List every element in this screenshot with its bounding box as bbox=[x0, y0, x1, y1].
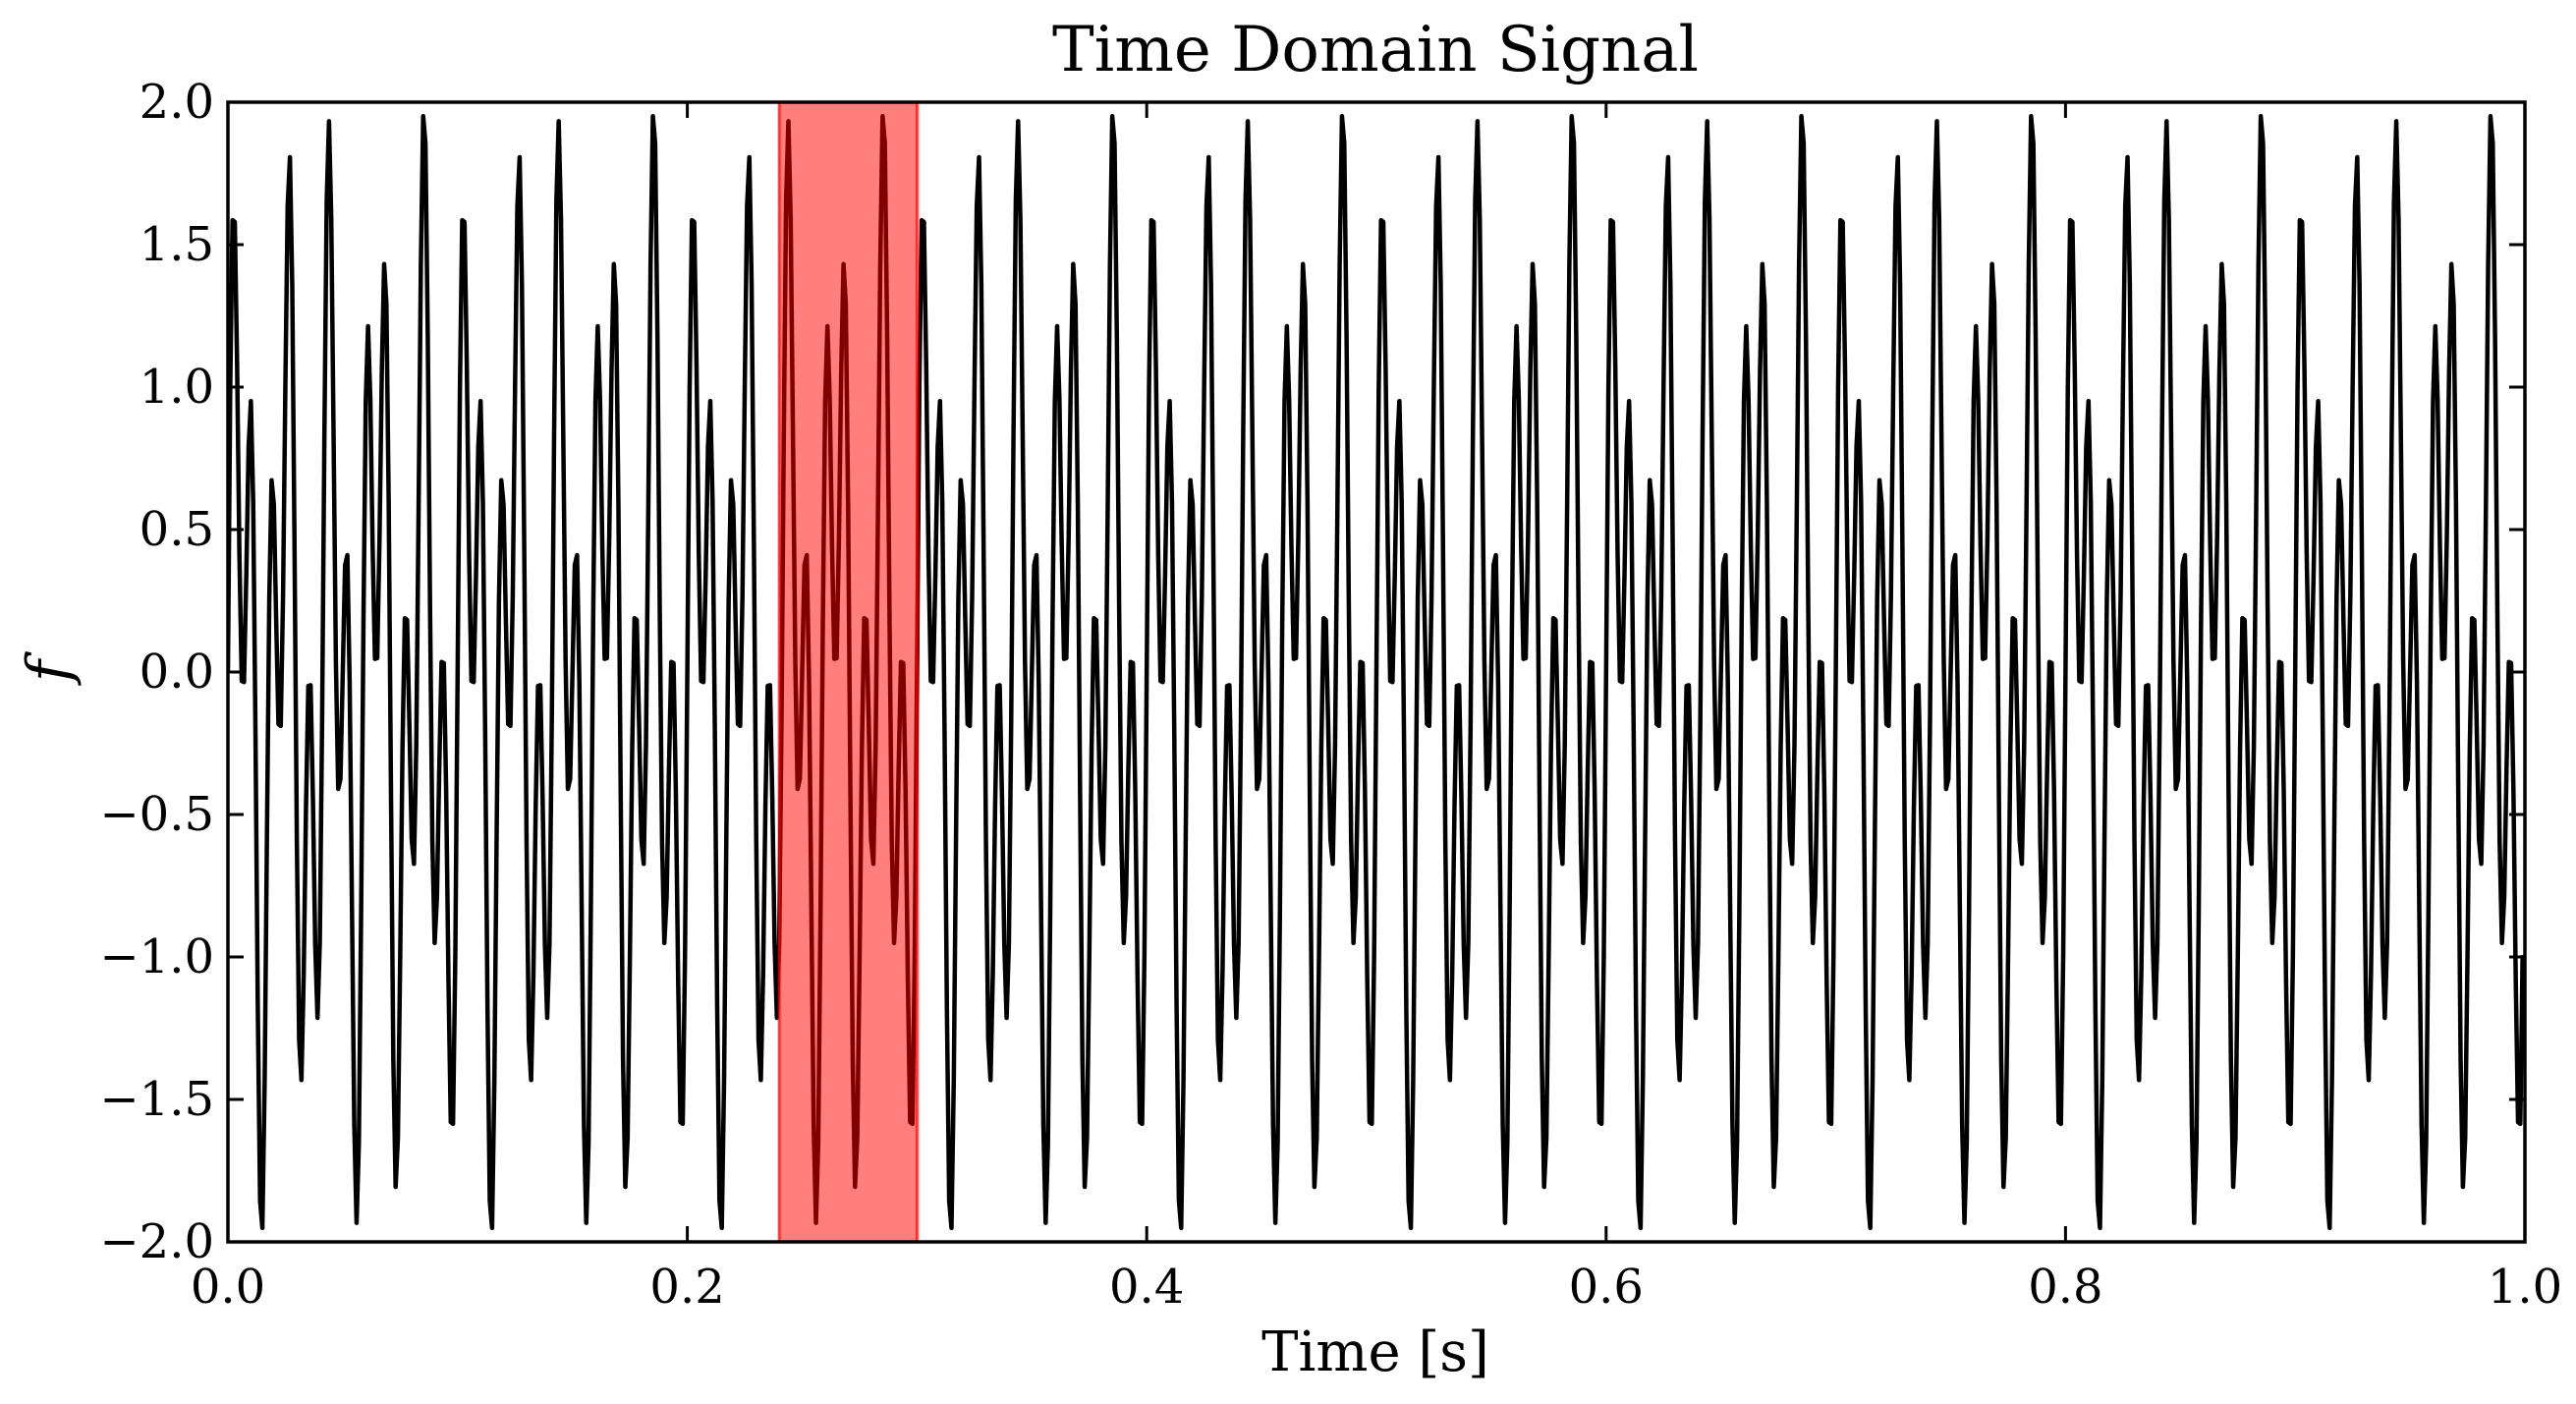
x-tick-label: 0.0 bbox=[191, 1260, 265, 1315]
y-tick-label: −0.5 bbox=[99, 787, 214, 842]
plot-area bbox=[226, 100, 2527, 1244]
x-tick-label: 0.4 bbox=[1109, 1260, 1184, 1315]
y-axis-label: f bbox=[15, 650, 84, 686]
y-tick-label: 0.5 bbox=[140, 502, 214, 557]
x-axis: 0.0 0.2 0.4 0.6 0.8 1.0 bbox=[191, 102, 2562, 1315]
y-tick-label: −2.0 bbox=[99, 1214, 214, 1269]
y-axis: 2.0 1.5 1.0 0.5 0.0 −0.5 −1.0 −1.5 −2.0 bbox=[99, 75, 2525, 1269]
y-tick-label: 2.0 bbox=[140, 75, 214, 130]
x-axis-label: Time [s] bbox=[1261, 1320, 1489, 1384]
x-tick-label: 0.6 bbox=[1569, 1260, 1644, 1315]
highlight-span bbox=[777, 100, 919, 1244]
y-tick-label: 0.0 bbox=[140, 645, 214, 700]
x-tick-label: 1.0 bbox=[2488, 1260, 2562, 1315]
chart-title: Time Domain Signal bbox=[1052, 14, 1699, 86]
y-tick-label: −1.5 bbox=[99, 1072, 214, 1127]
x-tick-label: 0.8 bbox=[2028, 1260, 2102, 1315]
y-tick-label: −1.0 bbox=[99, 929, 214, 984]
x-tick-label: 0.2 bbox=[649, 1260, 724, 1315]
signal-line bbox=[228, 113, 2525, 1231]
y-tick-label: 1.5 bbox=[140, 217, 214, 272]
y-tick-label: 1.0 bbox=[140, 360, 214, 415]
